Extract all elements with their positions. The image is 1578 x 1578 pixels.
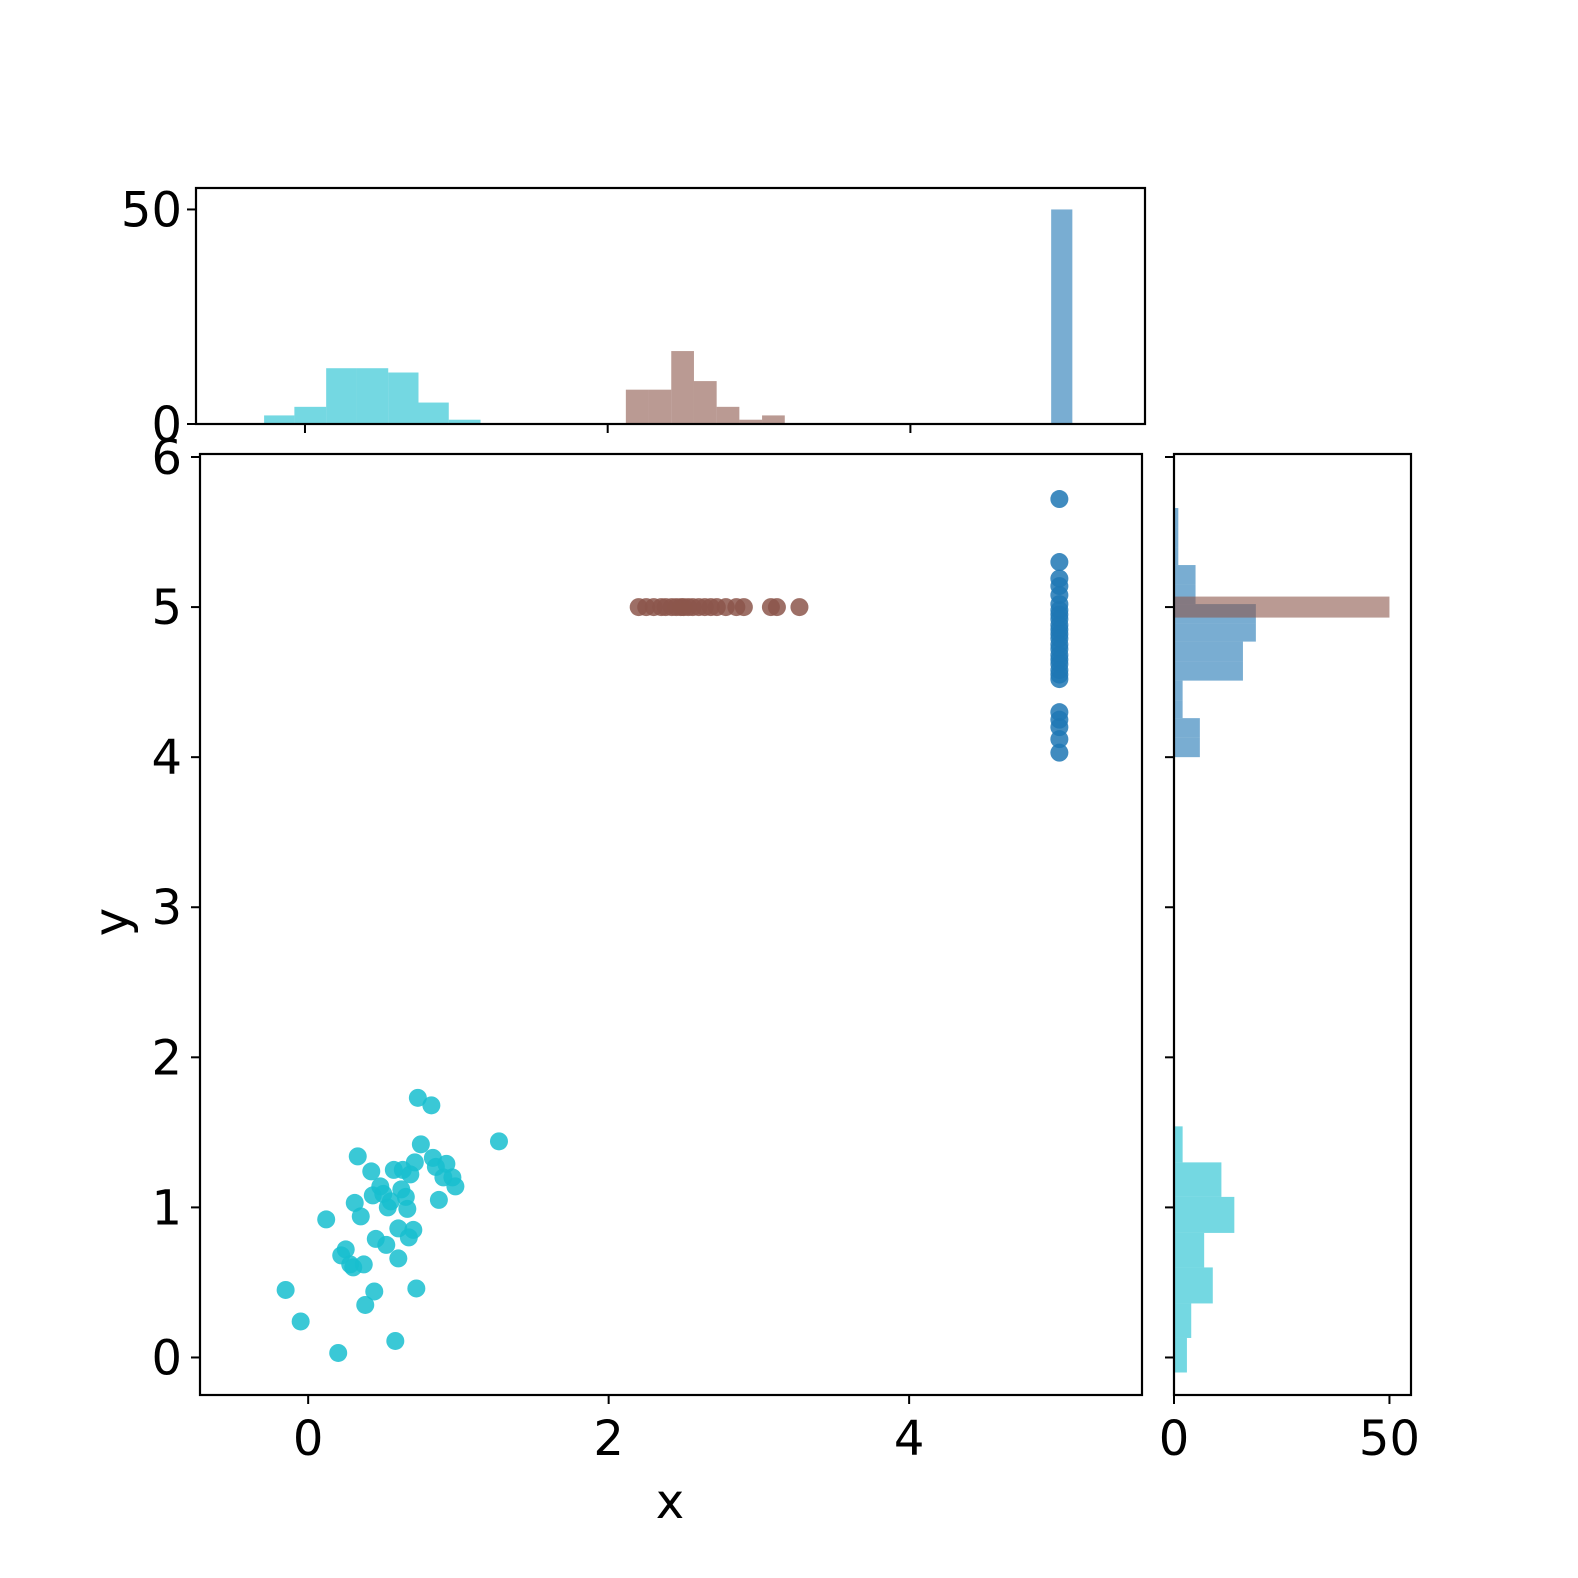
x-axis-label: x xyxy=(656,1474,684,1530)
main-ytick-label: 0 xyxy=(151,1330,182,1386)
main-xtick-label: 2 xyxy=(593,1411,624,1467)
scatter-point xyxy=(354,1255,373,1274)
main-plot-frame xyxy=(198,452,1144,1397)
y-axis-label: y xyxy=(84,908,140,936)
scatter-point xyxy=(1050,670,1069,689)
scatter-point xyxy=(489,1132,508,1151)
right-hist-bar xyxy=(1174,718,1200,738)
right-hist-bar xyxy=(1174,596,1390,618)
top-hist-bar xyxy=(648,389,672,424)
top-hist-bar xyxy=(625,389,649,424)
right-hist-bar xyxy=(1174,565,1196,585)
top-hist-bar xyxy=(326,368,357,424)
top-hist-bar xyxy=(693,381,717,424)
right-hist-bar xyxy=(1174,527,1179,548)
scatter-point xyxy=(362,1162,381,1181)
scatter-point xyxy=(276,1280,295,1299)
scatter-point xyxy=(345,1193,364,1212)
scatter-point xyxy=(422,1096,441,1115)
right-hist-bar xyxy=(1174,1267,1213,1304)
scatter-point xyxy=(389,1249,408,1268)
right-hist-bar xyxy=(1174,1162,1222,1197)
scatter-point xyxy=(1050,490,1069,509)
main-ytick-label: 5 xyxy=(151,580,182,636)
scatter-point xyxy=(790,598,809,617)
top-hist-bar xyxy=(762,415,785,424)
scatter-point xyxy=(386,1331,405,1350)
scatter-point xyxy=(404,1220,423,1239)
scatter-point xyxy=(377,1235,396,1254)
right-hist-xtick-label: 0 xyxy=(1159,1411,1190,1467)
scatter-point xyxy=(446,1177,465,1196)
right-hist-bar xyxy=(1174,680,1183,701)
scatter-point xyxy=(317,1210,336,1229)
top-hist-bar xyxy=(448,419,481,424)
right-hist-bar xyxy=(1174,508,1179,528)
top-hist-ytick-label: 0 xyxy=(151,397,182,453)
scatter-point xyxy=(329,1343,348,1362)
top-hist-bar xyxy=(294,406,327,424)
right-hist-bar xyxy=(1174,641,1243,662)
main-ytick-label: 3 xyxy=(151,880,182,936)
scatter-point xyxy=(291,1312,310,1331)
main-xtick-label: 0 xyxy=(293,1411,324,1467)
scatter-point xyxy=(429,1190,448,1209)
scatter-point xyxy=(356,1295,375,1314)
right-hist-bar xyxy=(1174,1196,1235,1233)
top-hist-bar xyxy=(356,368,389,424)
top-hist-bar xyxy=(716,406,740,424)
right-hist-frame xyxy=(1172,452,1413,1397)
right-hist-xtick-label: 50 xyxy=(1359,1411,1420,1467)
scatter-point xyxy=(408,1088,427,1107)
main-ytick-label: 2 xyxy=(151,1030,182,1086)
scatter-point xyxy=(336,1240,355,1259)
top-hist-bar xyxy=(739,419,763,424)
top-hist-bar xyxy=(418,402,449,424)
right-marginal-histogram: 0 50 xyxy=(1159,452,1420,1467)
main-ytick-label: 6 xyxy=(151,430,182,486)
right-hist-bar xyxy=(1174,1126,1183,1163)
scatter-point xyxy=(437,1154,456,1173)
right-hist-bar xyxy=(1174,1303,1192,1338)
right-hist-bar xyxy=(1174,1337,1187,1373)
top-hist-bar xyxy=(264,415,295,424)
main-xtick-label: 4 xyxy=(894,1411,925,1467)
right-hist-bar xyxy=(1174,737,1200,758)
top-hist-ytick-label: 50 xyxy=(121,182,182,238)
scatter-point xyxy=(405,1153,424,1172)
scatter-point xyxy=(351,1207,370,1226)
top-hist-bar xyxy=(1051,209,1073,424)
scatter-point xyxy=(734,598,753,617)
right-hist-bar xyxy=(1174,700,1183,719)
scatter-point xyxy=(1050,743,1069,762)
main-ytick-label: 4 xyxy=(151,730,182,786)
top-hist-frame xyxy=(194,186,1147,426)
scatter-point xyxy=(407,1279,426,1298)
top-marginal-histogram: 0 50 xyxy=(121,182,1147,453)
scatter-point xyxy=(1050,730,1069,749)
scatter-point xyxy=(398,1199,417,1218)
scatter-point xyxy=(1050,553,1069,572)
scatter-point xyxy=(381,1192,400,1211)
main-scatter-plot: 0 2 4 0 1 2 3 4 5 6 xyxy=(151,430,1144,1467)
main-ytick-label: 1 xyxy=(151,1180,182,1236)
scatter-point xyxy=(767,598,786,617)
right-hist-bar xyxy=(1174,661,1243,681)
top-hist-bar xyxy=(671,351,694,424)
right-hist-bar xyxy=(1174,1232,1205,1268)
scatter-point xyxy=(365,1282,384,1301)
right-hist-bar xyxy=(1174,547,1179,566)
top-hist-bar xyxy=(388,372,419,424)
right-hist-bar xyxy=(1174,623,1256,642)
scatter-point xyxy=(411,1135,430,1154)
scatter-point xyxy=(348,1147,367,1166)
